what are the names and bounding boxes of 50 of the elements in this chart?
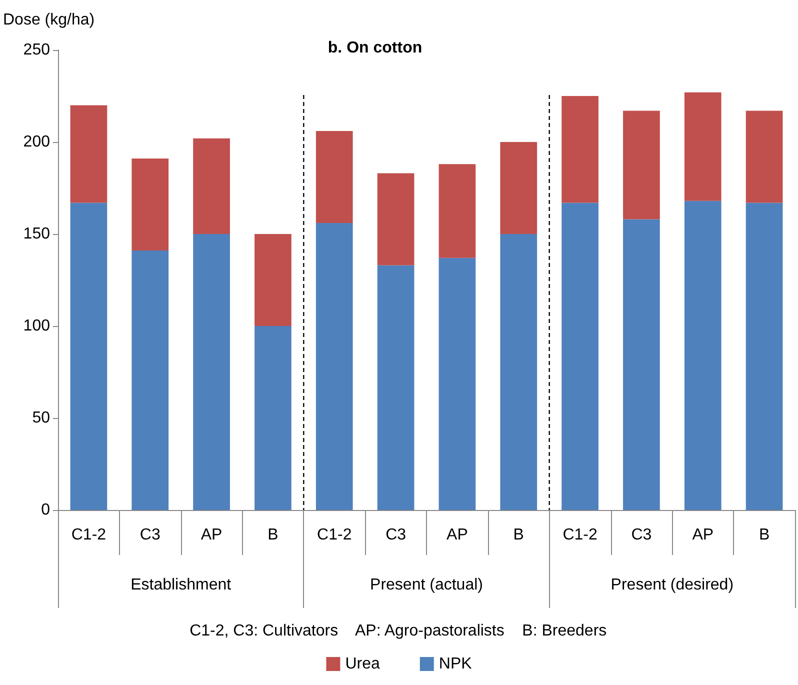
y-tick-label: 200 [23,134,50,150]
bar [377,265,414,510]
bar [623,219,660,510]
bar [132,250,169,510]
y-tick-label: 50 [32,410,50,426]
bar [438,258,476,510]
bar [746,110,783,203]
x-tick-label: AP [446,526,468,544]
bar [193,138,230,234]
x-tick-label: C3 [631,526,652,544]
legend-label: NPK [438,656,472,672]
x-tick-label: C3 [386,526,406,544]
bar [562,96,598,203]
legend-label: Urea [345,656,380,672]
bar [562,202,598,510]
bar [684,200,722,510]
text: Present (desired) [610,576,734,594]
x-tick-label: C1-2 [562,526,598,544]
x-tick-label: AP [200,526,222,544]
y-tick-label: 150 [23,226,50,242]
y-tick-label: 250 [23,42,50,58]
bar [254,234,292,326]
bar [132,158,169,251]
bar [438,164,476,258]
x-tick-label: C1-2 [317,526,352,544]
bar [500,142,538,234]
chart-title: b. On cotton [328,40,422,56]
bar [746,202,783,510]
bar [500,234,538,510]
bar [316,222,353,510]
bar [193,234,230,510]
x-tick-label: C1-2 [71,526,106,544]
x-tick-label: C3 [140,526,160,544]
bar [623,110,660,220]
text: Present (actual) [370,576,483,594]
y-axis-title: Dose (kg/ha) [3,12,95,28]
bar [377,173,414,266]
bar [254,326,292,510]
x-tick-label: B [758,526,770,544]
x-tick-label: B [513,526,524,544]
bar [70,202,108,510]
text: C1-2, C3: Cultivators AP: Agro-pastoralists B: Breeders [190,622,607,640]
text: Establishment [130,576,232,594]
bar [684,92,722,201]
y-tick-label: 0 [41,502,50,518]
bar [316,130,353,223]
x-tick-label: B [268,526,278,544]
bar [70,105,108,203]
x-tick-label: AP [692,526,714,544]
y-tick-label: 100 [23,318,50,334]
